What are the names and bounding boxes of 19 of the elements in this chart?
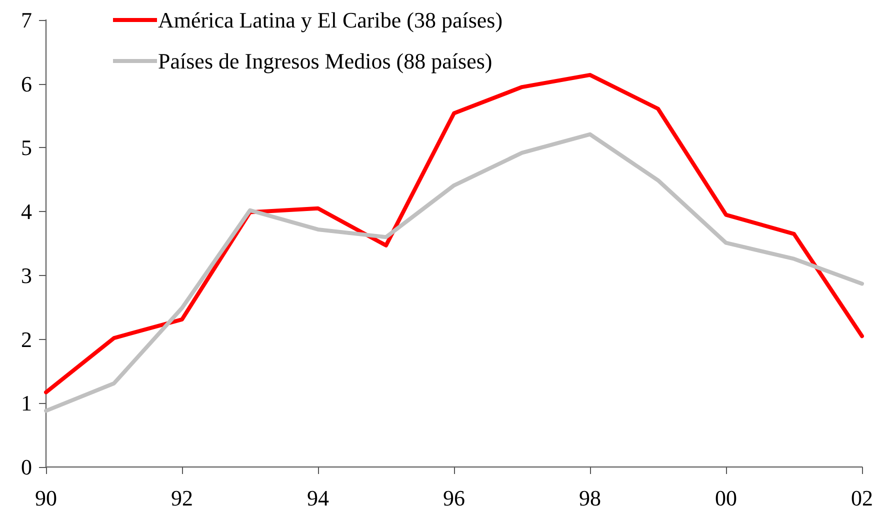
- y-tick-label: 4: [21, 199, 32, 224]
- x-tick-label: 94: [307, 486, 329, 510]
- y-tick-label: 5: [21, 135, 32, 160]
- y-tick-label: 2: [21, 326, 32, 352]
- y-tick-label: 3: [21, 262, 32, 288]
- line-series: [44, 132, 864, 413]
- x-tick-label: 98: [579, 486, 601, 510]
- y-tick-label: 0: [21, 454, 32, 480]
- x-tick-label: 90: [35, 486, 57, 510]
- x-tick-label: 92: [171, 486, 193, 510]
- legend-label: Países de Ingresos Medios (88 países): [158, 48, 492, 74]
- x-tick-label: 96: [443, 486, 465, 510]
- y-tick-label: 6: [21, 71, 32, 96]
- y-tick-label: 1: [21, 390, 32, 416]
- x-tick-label: 02: [851, 486, 873, 510]
- legend-label: América Latina y El Caribe (38 países): [158, 8, 503, 32]
- line-series: [44, 72, 864, 394]
- y-tick-label: 7: [21, 8, 32, 32]
- x-tick-label: 00: [715, 486, 737, 510]
